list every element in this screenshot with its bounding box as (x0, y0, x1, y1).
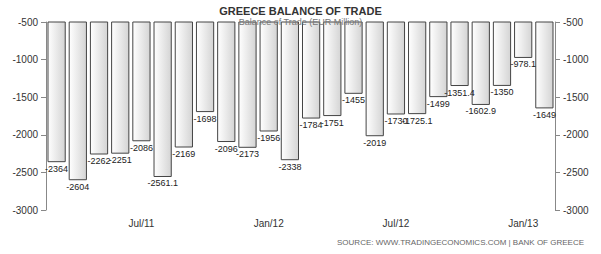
svg-text:-1730: -1730 (384, 116, 408, 126)
svg-text:-2173: -2173 (236, 149, 259, 159)
svg-text:-1956: -1956 (257, 133, 280, 143)
svg-text:SOURCE: WWW.TRADINGECONOMICS.C: SOURCE: WWW.TRADINGECONOMICS.COM | BANK … (337, 238, 584, 247)
svg-text:-2604: -2604 (66, 182, 89, 192)
svg-text:-2251: -2251 (109, 155, 132, 165)
svg-text:-2000: -2000 (563, 129, 589, 140)
svg-text:-1500: -1500 (563, 92, 589, 103)
svg-text:-2500: -2500 (12, 167, 38, 178)
svg-text:Jul/11: Jul/11 (128, 218, 154, 229)
svg-text:-1350: -1350 (490, 87, 513, 97)
svg-text:-2169: -2169 (172, 149, 195, 159)
svg-text:-1602.9: -1602.9 (466, 106, 497, 116)
svg-text:-1725.1: -1725.1 (402, 116, 433, 126)
svg-text:-1649: -1649 (533, 110, 556, 120)
svg-text:-1500: -1500 (12, 92, 38, 103)
svg-text:-1000: -1000 (563, 54, 589, 65)
svg-text:-500: -500 (18, 17, 38, 28)
svg-text:-2364: -2364 (45, 164, 68, 174)
svg-text:-2096: -2096 (215, 144, 238, 154)
svg-text:-3000: -3000 (563, 205, 589, 216)
svg-text:-1351.4: -1351.4 (444, 88, 475, 98)
svg-text:-1455: -1455 (342, 95, 365, 105)
svg-text:-2561.1: -2561.1 (147, 178, 178, 188)
svg-text:-3000: -3000 (12, 205, 38, 216)
svg-text:-1698: -1698 (194, 114, 217, 124)
svg-text:-2338: -2338 (278, 162, 301, 172)
svg-text:-1751: -1751 (321, 118, 344, 128)
svg-text:-500: -500 (563, 17, 583, 28)
svg-text:-1000: -1000 (12, 54, 38, 65)
svg-text:Jan/13: Jan/13 (508, 218, 538, 229)
svg-text:Jul/12: Jul/12 (383, 218, 410, 229)
svg-text:-978.1: -978.1 (510, 59, 536, 69)
svg-text:-2019: -2019 (363, 138, 386, 148)
svg-text:Balance of Trade (EUR Million): Balance of Trade (EUR Million) (239, 17, 363, 27)
svg-text:-1499: -1499 (427, 99, 450, 109)
svg-text:-1784: -1784 (300, 120, 323, 130)
svg-text:-2500: -2500 (563, 167, 589, 178)
svg-text:-2086: -2086 (130, 143, 153, 153)
svg-text:-2000: -2000 (12, 129, 38, 140)
svg-text:-2262: -2262 (88, 156, 111, 166)
svg-text:Jan/12: Jan/12 (254, 218, 284, 229)
svg-text:GREECE BALANCE OF TRADE: GREECE BALANCE OF TRADE (219, 5, 382, 17)
